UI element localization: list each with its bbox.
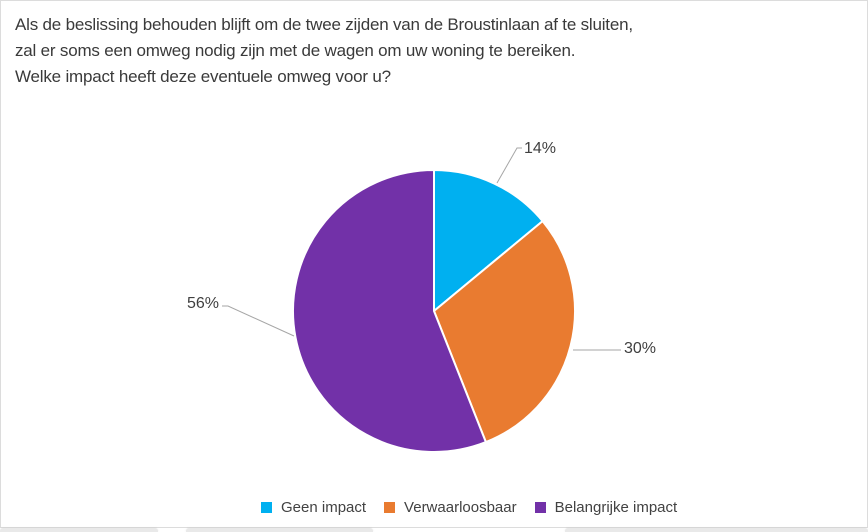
- legend-item-geen-impact: Geen impact: [261, 499, 366, 516]
- partial-element-shadow: [565, 528, 868, 532]
- data-label-belangrijke-impact: 56%: [187, 295, 219, 312]
- legend-label: Geen impact: [281, 499, 367, 516]
- pie-slice-geen-impact[interactable]: [433, 169, 544, 312]
- legend-swatch-geen-impact-icon: [261, 502, 272, 513]
- legend-item-belangrijke-impact: Belangrijke impact: [534, 499, 678, 516]
- legend-label: Belangrijke impact: [554, 499, 678, 516]
- question-title-line-1: Als de beslissing behouden blijft om de …: [15, 15, 633, 34]
- question-title-line-2: zal er soms een omweg nodig zijn met de …: [15, 41, 576, 60]
- question-title-line-3: Welke impact heeft deze eventuele omweg …: [15, 67, 391, 86]
- pie-slice-belangrijke-impact[interactable]: [292, 169, 487, 453]
- leader-line-geen-impact: [496, 147, 522, 184]
- question-title: Als de beslissing behouden blijft om de …: [15, 12, 633, 90]
- pie-slice-verwaarloosbaar[interactable]: [433, 220, 576, 444]
- legend-swatch-verwaarloosbaar-icon: [384, 502, 396, 513]
- legend-swatch-belangrijke-impact-icon: [534, 502, 546, 513]
- leader-line-belangrijke-impact: [222, 305, 295, 337]
- chart-legend: Geen impact Verwaarloosbaar Belangrijke …: [261, 499, 677, 516]
- legend-label: Verwaarloosbaar: [404, 499, 517, 516]
- partial-element-shadow: [0, 528, 158, 532]
- partial-element-shadow: [186, 528, 373, 532]
- data-label-geen-impact: 14%: [524, 140, 556, 157]
- legend-item-verwaarloosbaar: Verwaarloosbaar: [384, 499, 517, 516]
- data-label-verwaarloosbaar: 30%: [624, 340, 656, 357]
